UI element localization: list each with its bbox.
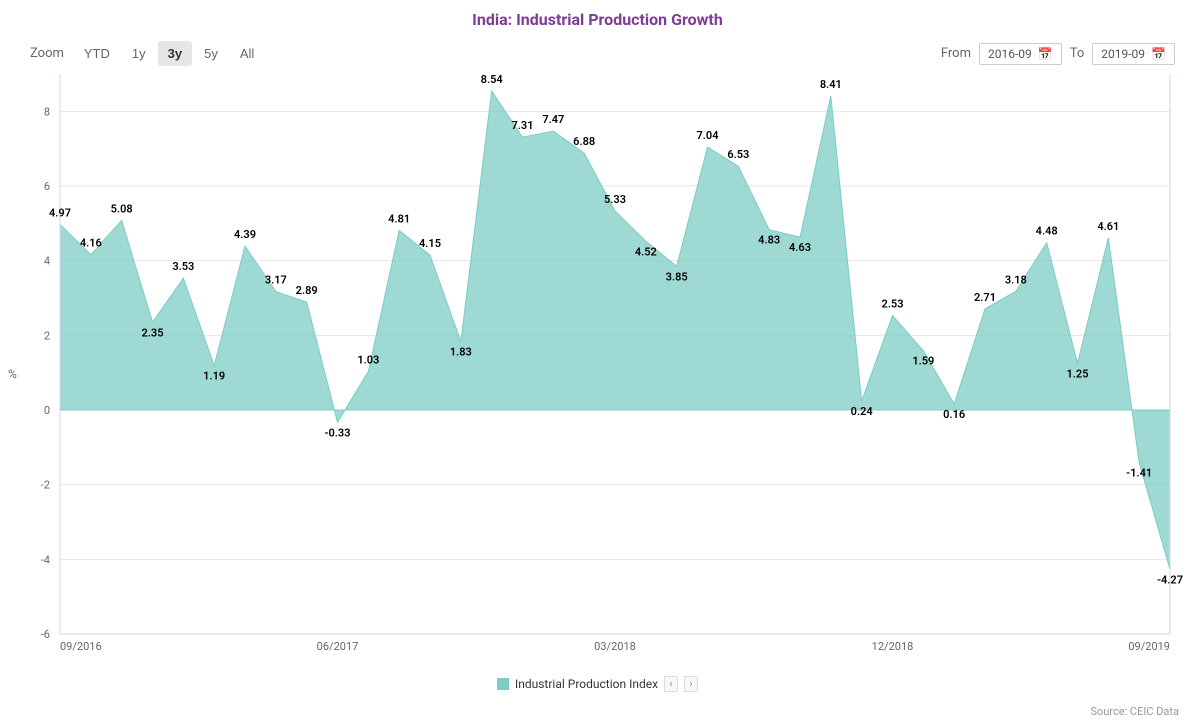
data-label: 7.47 bbox=[542, 113, 564, 126]
data-label: 2.89 bbox=[296, 284, 318, 297]
data-label: 4.15 bbox=[419, 237, 441, 250]
data-label: 3.17 bbox=[265, 274, 287, 287]
data-label: 2.53 bbox=[882, 298, 904, 311]
legend-swatch bbox=[497, 678, 509, 690]
data-label: 7.04 bbox=[697, 129, 719, 142]
data-label: 2.35 bbox=[142, 326, 164, 339]
series-area bbox=[60, 91, 1170, 569]
zoom-btn-3y[interactable]: 3y bbox=[158, 41, 192, 66]
data-label: 0.16 bbox=[943, 408, 965, 421]
data-label: 7.31 bbox=[512, 119, 534, 132]
data-label: 3.85 bbox=[666, 270, 688, 283]
y-tick-label: 0 bbox=[44, 404, 50, 417]
y-tick-label: 2 bbox=[44, 329, 50, 342]
data-label: 4.97 bbox=[49, 206, 71, 219]
data-label: 1.83 bbox=[450, 346, 472, 359]
zoom-label: Zoom bbox=[30, 46, 64, 61]
data-label: 5.33 bbox=[604, 193, 626, 206]
data-label: 3.18 bbox=[1005, 273, 1027, 286]
zoom-btn-all[interactable]: All bbox=[230, 41, 264, 66]
zoom-btn-5y[interactable]: 5y bbox=[194, 41, 228, 66]
legend-next-button[interactable]: › bbox=[684, 676, 698, 692]
data-label: 4.52 bbox=[635, 245, 657, 258]
calendar-icon: 📅 bbox=[1038, 47, 1053, 61]
to-date-value: 2019-09 bbox=[1101, 47, 1145, 61]
chart-title: India: Industrial Production Growth bbox=[0, 0, 1195, 41]
legend-label[interactable]: Industrial Production Index bbox=[515, 677, 658, 691]
data-label: 4.63 bbox=[789, 241, 811, 254]
y-tick-label: -4 bbox=[41, 553, 50, 566]
data-label: 6.53 bbox=[727, 148, 749, 161]
zoom-btn-1y[interactable]: 1y bbox=[122, 41, 156, 66]
x-tick-label: 12/2018 bbox=[872, 640, 914, 653]
legend-prev-button[interactable]: ‹ bbox=[664, 676, 678, 692]
data-label: 5.08 bbox=[111, 202, 133, 215]
data-label: 6.88 bbox=[573, 135, 595, 148]
y-tick-label: 6 bbox=[44, 180, 50, 193]
to-date-input[interactable]: 2019-09 📅 bbox=[1092, 43, 1175, 65]
calendar-icon: 📅 bbox=[1151, 47, 1166, 61]
legend: Industrial Production Index ‹ › bbox=[0, 674, 1195, 692]
y-tick-label: -2 bbox=[41, 479, 50, 492]
zoom-group: Zoom YTD 1y 3y 5y All bbox=[30, 41, 264, 66]
data-label: 8.41 bbox=[820, 78, 842, 91]
zoom-btn-ytd[interactable]: YTD bbox=[74, 41, 120, 66]
x-tick-label: 09/2016 bbox=[60, 640, 102, 653]
data-label: -1.41 bbox=[1126, 467, 1152, 480]
data-label: 4.83 bbox=[758, 234, 780, 247]
x-tick-label: 09/2019 bbox=[1128, 640, 1170, 653]
y-tick-label: 4 bbox=[44, 255, 50, 268]
data-label: 0.24 bbox=[851, 405, 873, 418]
data-label: 4.16 bbox=[80, 237, 102, 250]
data-label: 4.48 bbox=[1036, 225, 1058, 238]
chart-svg: -6 -4 -2 0 2 4 6 8 09/2016 06/2017 03/2018 12/2018 0… bbox=[0, 74, 1195, 654]
to-label: To bbox=[1070, 46, 1085, 61]
y-axis-title: % bbox=[8, 367, 17, 381]
y-tick-label: 8 bbox=[44, 105, 50, 118]
data-label: 3.53 bbox=[172, 260, 194, 273]
data-label: 4.39 bbox=[234, 228, 256, 241]
from-date-value: 2016-09 bbox=[988, 47, 1032, 61]
data-label: -0.33 bbox=[324, 426, 350, 439]
data-label: 8.54 bbox=[481, 74, 503, 86]
from-date-input[interactable]: 2016-09 📅 bbox=[979, 43, 1062, 65]
x-tick-label: 06/2017 bbox=[317, 640, 359, 653]
source-attribution: Source: CEIC Data bbox=[1090, 705, 1179, 718]
chart-area: % -6 -4 -2 0 2 4 6 8 09/2016 06/2017 03/2018 12/201… bbox=[0, 74, 1195, 674]
data-label: 2.71 bbox=[974, 291, 996, 304]
y-tick-label: -6 bbox=[41, 628, 50, 641]
data-label: 1.19 bbox=[203, 370, 225, 383]
toolbar: Zoom YTD 1y 3y 5y All From 2016-09 📅 To … bbox=[0, 41, 1195, 74]
x-tick-label: 03/2018 bbox=[594, 640, 636, 653]
data-label: 4.61 bbox=[1097, 220, 1119, 233]
data-label: 1.25 bbox=[1067, 367, 1089, 380]
data-label: 1.03 bbox=[357, 354, 379, 367]
date-range-group: From 2016-09 📅 To 2019-09 📅 bbox=[941, 43, 1175, 65]
from-label: From bbox=[941, 46, 971, 61]
data-label: 1.59 bbox=[912, 355, 934, 368]
data-label: -4.27 bbox=[1157, 573, 1183, 586]
data-label: 4.81 bbox=[388, 212, 410, 225]
